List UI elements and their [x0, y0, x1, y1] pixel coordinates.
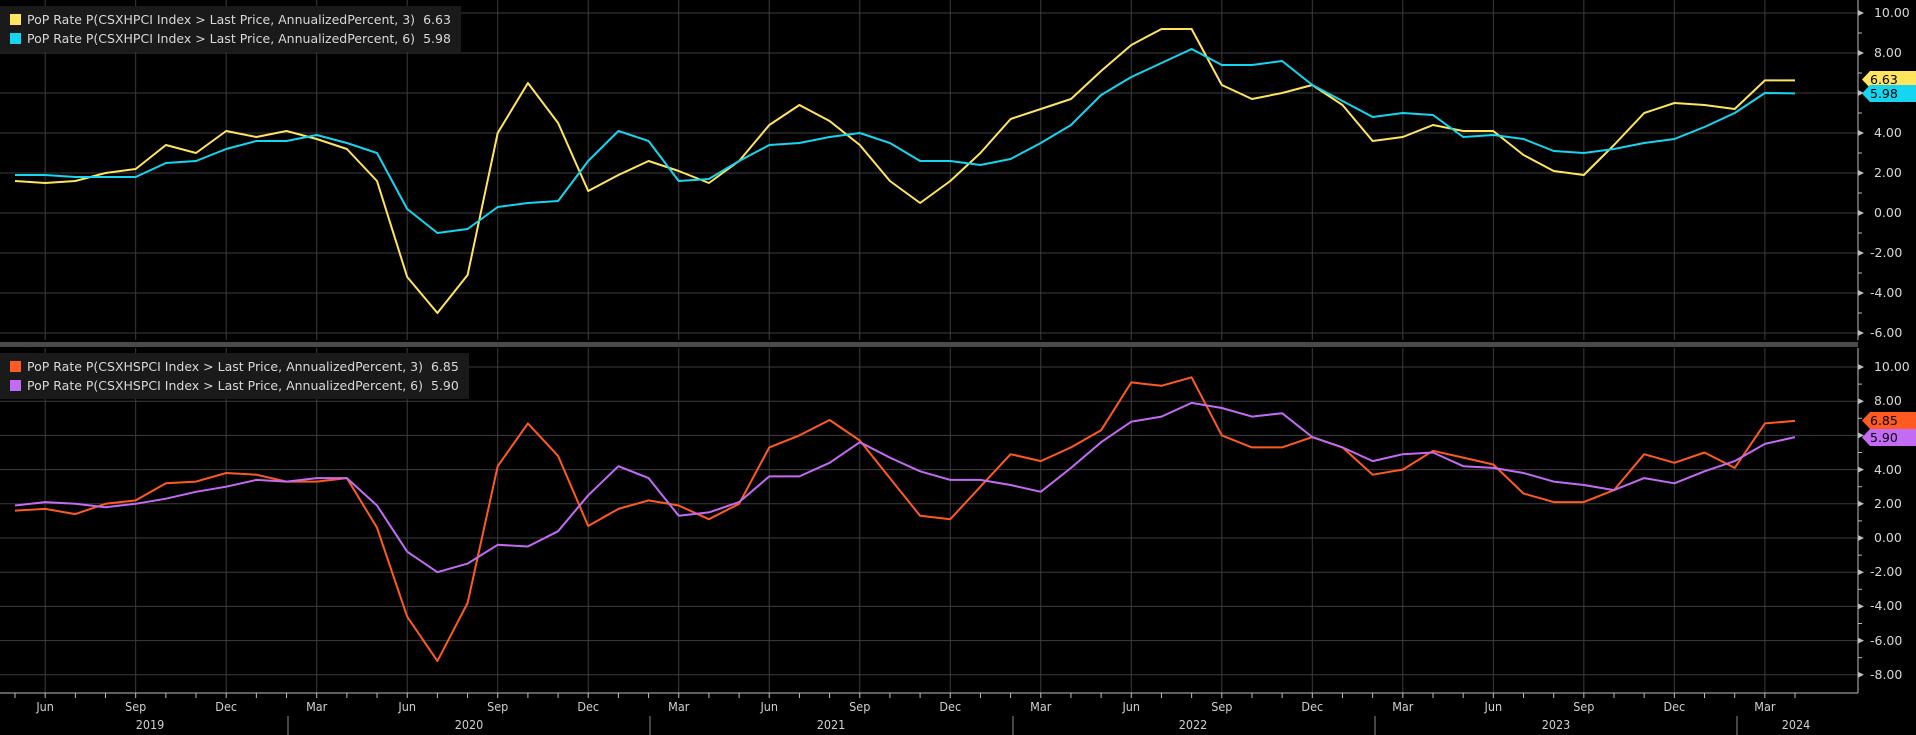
y-tick-label: 4.00 [1870, 125, 1902, 140]
legend-label: PoP Rate P(CSXHPCI Index > Last Price, A… [27, 31, 416, 46]
x-tick-month: Dec [939, 699, 962, 714]
series-color-swatch [10, 14, 21, 25]
x-tick-month: Dec [1663, 699, 1686, 714]
y-tick-label: -2.00 [1870, 564, 1903, 580]
last-value-tag-top-3m: 6.63 [1862, 71, 1916, 88]
x-tick-month: Dec [1301, 699, 1324, 714]
y-tick-label: 10.00 [1870, 5, 1910, 20]
y-tick-label: 2.00 [1870, 165, 1902, 180]
x-tick-year: 2020 [454, 717, 484, 732]
x-tick-month: Sep [125, 699, 147, 714]
legend-value: 6.63 [423, 12, 451, 27]
x-tick-year: 2022 [1178, 717, 1208, 732]
x-tick-month: Sep [1211, 699, 1233, 714]
x-tick-month: Mar [1030, 699, 1052, 714]
x-tick-year: 2019 [135, 717, 165, 732]
series-color-swatch [10, 361, 21, 372]
legend-top: PoP Rate P(CSXHPCI Index > Last Price, A… [0, 6, 461, 52]
y-tick-label: 8.00 [1870, 393, 1902, 409]
x-tick-month: Dec [215, 699, 238, 714]
legend-item[interactable]: PoP Rate P(CSXHSPCI Index > Last Price, … [10, 376, 459, 395]
x-tick-month: Sep [1573, 699, 1595, 714]
legend-label: PoP Rate P(CSXHSPCI Index > Last Price, … [27, 378, 423, 393]
y-tick-label: 0.00 [1870, 530, 1902, 545]
legend-item[interactable]: PoP Rate P(CSXHPCI Index > Last Price, A… [10, 10, 451, 29]
x-tick-year: 2024 [1781, 717, 1811, 732]
y-tick-label: 4.00 [1870, 461, 1902, 477]
x-tick-month: Mar [1392, 699, 1414, 714]
last-value-tag-bottom-3m: 6.85 [1862, 412, 1916, 429]
legend-item[interactable]: PoP Rate P(CSXHSPCI Index > Last Price, … [10, 357, 459, 376]
legend-item[interactable]: PoP Rate P(CSXHPCI Index > Last Price, A… [10, 29, 451, 48]
y-tick-label: -6.00 [1870, 632, 1903, 648]
x-tick-month: Mar [1754, 699, 1776, 714]
x-tick-month: Mar [306, 699, 328, 714]
legend-bottom: PoP Rate P(CSXHSPCI Index > Last Price, … [0, 353, 469, 399]
series-color-swatch [10, 380, 21, 391]
last-value-tag-bottom-6m: 5.90 [1862, 429, 1916, 446]
y-tick-label: 2.00 [1870, 495, 1902, 511]
legend-label: PoP Rate P(CSXHSPCI Index > Last Price, … [27, 359, 423, 374]
x-tick-year: 2021 [816, 717, 846, 732]
legend-label: PoP Rate P(CSXHPCI Index > Last Price, A… [27, 12, 416, 27]
x-tick-month: Mar [668, 699, 690, 714]
y-tick-label: 0.00 [1870, 205, 1902, 220]
y-tick-label: 10.00 [1870, 359, 1910, 374]
y-tick-label: -4.00 [1870, 285, 1903, 300]
y-tick-label: -2.00 [1870, 245, 1903, 260]
x-tick-month: Sep [849, 699, 871, 714]
y-tick-label: -4.00 [1870, 598, 1903, 614]
x-tick-month: Jun [1122, 699, 1141, 714]
x-tick-year: 2023 [1541, 717, 1571, 732]
y-tick-label: -6.00 [1870, 325, 1903, 340]
y-tick-label: 8.00 [1870, 45, 1902, 60]
x-tick-month: Jun [1484, 699, 1503, 714]
x-tick-month: Jun [398, 699, 416, 714]
legend-value: 5.90 [431, 378, 459, 393]
series-color-swatch [10, 33, 21, 44]
x-tick-month: Sep [487, 699, 509, 714]
y-tick-label: -8.00 [1870, 666, 1903, 682]
x-tick-month: Jun [36, 699, 54, 714]
x-tick-month: Dec [577, 699, 600, 714]
x-tick-month: Jun [760, 699, 779, 714]
last-value-tag-top-6m: 5.98 [1862, 85, 1916, 102]
legend-value: 6.85 [431, 359, 459, 374]
legend-value: 5.98 [423, 31, 451, 46]
